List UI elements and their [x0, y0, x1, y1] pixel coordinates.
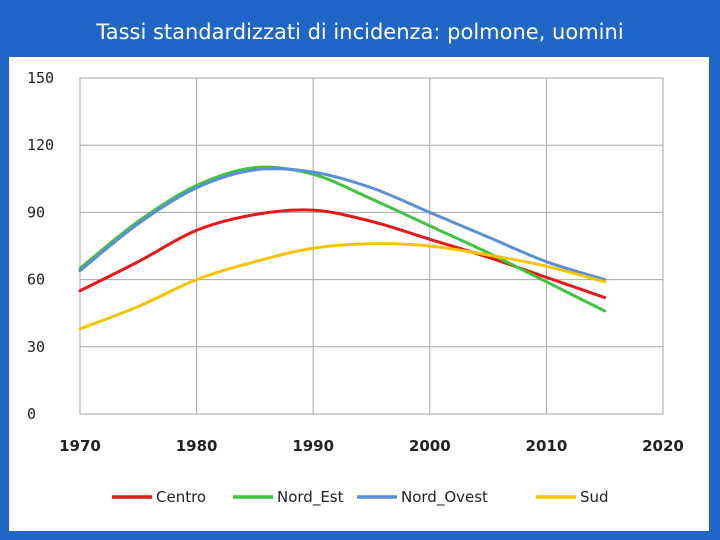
series-line-nord_ovest — [78, 167, 607, 282]
chart-panel: 0 30 60 90 120 150 1970 1980 1990 2000 2010 2020 Cen… — [9, 57, 709, 531]
x-tick-label: 1990 — [292, 437, 334, 455]
slide-title: Tassi standardizzati di incidenza: polmo… — [96, 20, 624, 44]
series-line-sud — [78, 242, 607, 331]
y-tick-label: 30 — [27, 338, 45, 356]
y-tick-label: 60 — [27, 271, 45, 289]
x-tick-label: 1970 — [59, 437, 101, 455]
plot-area — [79, 77, 664, 415]
y-tick-label: 120 — [27, 136, 54, 154]
legend-label: Sud — [580, 488, 609, 506]
series-line-nord_est — [78, 165, 607, 313]
legend-label: Nord_Est — [277, 488, 344, 507]
x-tick-label: 2020 — [642, 437, 684, 455]
legend-label: Centro — [156, 488, 206, 506]
y-tick-label: 0 — [27, 405, 36, 423]
y-tick-label: 90 — [27, 203, 45, 221]
legend-label: Nord_Ovest — [401, 488, 488, 507]
x-tick-label: 2010 — [526, 437, 568, 455]
x-tick-label: 2000 — [409, 437, 451, 455]
line-chart: 0 30 60 90 120 150 1970 1980 1990 2000 2010 2020 Cen… — [27, 69, 684, 507]
y-tick-label: 150 — [27, 69, 54, 87]
x-tick-label: 1980 — [176, 437, 218, 455]
